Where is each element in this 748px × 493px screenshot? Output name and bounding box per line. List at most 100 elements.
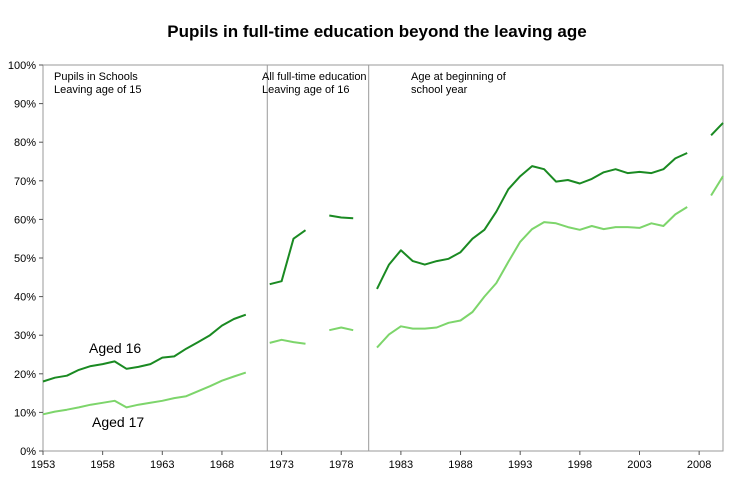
data-point-aged-16 xyxy=(66,375,68,377)
series-line-aged-17 xyxy=(710,175,724,197)
data-point-aged-16 xyxy=(161,356,163,358)
data-point-aged-16 xyxy=(567,179,569,181)
data-point-aged-16 xyxy=(113,360,115,362)
data-point-aged-17 xyxy=(591,225,593,227)
data-point-aged-17 xyxy=(412,327,414,329)
data-point-aged-16 xyxy=(340,216,342,218)
period-annotation: Pupils in Schools xyxy=(54,71,138,83)
data-point-aged-16 xyxy=(54,377,56,379)
data-point-aged-17 xyxy=(137,404,139,406)
period-annotation: All full-time education xyxy=(262,71,367,83)
x-tick-label: 2003 xyxy=(627,459,651,471)
data-point-aged-17 xyxy=(388,333,390,335)
data-point-aged-17 xyxy=(113,400,115,402)
data-point-aged-17 xyxy=(436,326,438,328)
series-label-aged-17: Aged 17 xyxy=(92,414,144,430)
y-tick-label: 50% xyxy=(14,253,36,265)
x-tick-label: 1953 xyxy=(31,459,55,471)
data-point-aged-17 xyxy=(292,341,294,343)
data-point-aged-17 xyxy=(66,409,68,411)
x-tick-label: 1973 xyxy=(269,459,293,471)
data-point-aged-16 xyxy=(233,318,235,320)
x-tick-label: 1958 xyxy=(90,459,114,471)
data-point-aged-17 xyxy=(161,400,163,402)
data-point-aged-16 xyxy=(245,314,247,316)
data-point-aged-16 xyxy=(591,178,593,180)
data-point-aged-16 xyxy=(626,172,628,174)
axes-layer: 0% 10% 20% 30% 40% 50% 60% 70% 80% 90% 100% 1953 195… xyxy=(8,60,724,471)
plot-border xyxy=(42,64,724,452)
data-point-aged-16 xyxy=(90,365,92,367)
data-point-aged-16 xyxy=(412,260,414,262)
data-point-aged-17 xyxy=(149,402,151,404)
data-point-aged-16 xyxy=(495,211,497,213)
y-tick-label: 70% xyxy=(14,176,36,188)
data-point-aged-17 xyxy=(424,327,426,329)
data-point-aged-17 xyxy=(400,325,402,327)
data-point-aged-17 xyxy=(626,226,628,228)
series-line-aged-16 xyxy=(710,122,724,136)
data-point-aged-16 xyxy=(292,238,294,240)
data-point-aged-17 xyxy=(280,339,282,341)
x-tick-label: 2008 xyxy=(687,459,711,471)
y-tick-label: 40% xyxy=(14,292,36,304)
x-tick-label: 1978 xyxy=(329,459,353,471)
series-line-aged-16 xyxy=(42,313,247,383)
series-line-aged-16 xyxy=(329,214,354,220)
data-point-aged-17 xyxy=(495,282,497,284)
data-point-aged-17 xyxy=(519,241,521,243)
y-tick-label: 20% xyxy=(14,369,36,381)
data-point-aged-16 xyxy=(101,363,103,365)
data-point-aged-17 xyxy=(245,371,247,373)
data-point-aged-17 xyxy=(483,295,485,297)
y-tick-label: 0% xyxy=(20,446,36,458)
data-point-aged-17 xyxy=(197,390,199,392)
data-point-aged-17 xyxy=(662,225,664,227)
y-tick-label: 100% xyxy=(8,60,36,72)
data-point-aged-16 xyxy=(78,369,80,371)
data-point-aged-16 xyxy=(447,258,449,260)
y-tick-label: 90% xyxy=(14,99,36,111)
data-point-aged-17 xyxy=(686,206,688,208)
data-point-aged-17 xyxy=(674,213,676,215)
data-point-aged-16 xyxy=(555,180,557,182)
data-point-aged-16 xyxy=(686,152,688,154)
data-point-aged-16 xyxy=(137,366,139,368)
data-point-aged-16 xyxy=(662,168,664,170)
data-point-aged-16 xyxy=(328,214,330,216)
data-point-aged-17 xyxy=(555,222,557,224)
y-tick-label: 30% xyxy=(14,330,36,342)
data-point-aged-17 xyxy=(722,175,724,177)
data-point-aged-16 xyxy=(400,249,402,251)
y-tick-label: 80% xyxy=(14,137,36,149)
data-point-aged-17 xyxy=(125,406,127,408)
period-annotation: Age at beginning of xyxy=(411,71,507,83)
data-point-aged-16 xyxy=(579,182,581,184)
data-point-aged-17 xyxy=(304,343,306,345)
series-layer xyxy=(42,122,724,416)
data-point-aged-16 xyxy=(603,171,605,173)
data-point-aged-17 xyxy=(471,311,473,313)
data-point-aged-16 xyxy=(436,260,438,262)
data-point-aged-16 xyxy=(674,157,676,159)
data-point-aged-16 xyxy=(352,217,354,219)
data-point-aged-16 xyxy=(638,171,640,173)
data-point-aged-16 xyxy=(125,368,127,370)
data-point-aged-17 xyxy=(614,226,616,228)
data-point-aged-17 xyxy=(54,410,56,412)
data-point-aged-17 xyxy=(328,329,330,331)
x-tick-label: 1998 xyxy=(568,459,592,471)
data-point-aged-16 xyxy=(376,288,378,290)
data-point-aged-17 xyxy=(78,406,80,408)
data-point-aged-16 xyxy=(388,263,390,265)
x-tick-label: 1968 xyxy=(210,459,234,471)
data-point-aged-17 xyxy=(603,228,605,230)
period-annotation: Leaving age of 15 xyxy=(54,84,141,96)
data-point-aged-17 xyxy=(376,346,378,348)
data-point-aged-16 xyxy=(459,251,461,253)
period-annotation: Leaving age of 16 xyxy=(262,84,349,96)
data-point-aged-17 xyxy=(185,395,187,397)
x-tick-label: 1993 xyxy=(508,459,532,471)
